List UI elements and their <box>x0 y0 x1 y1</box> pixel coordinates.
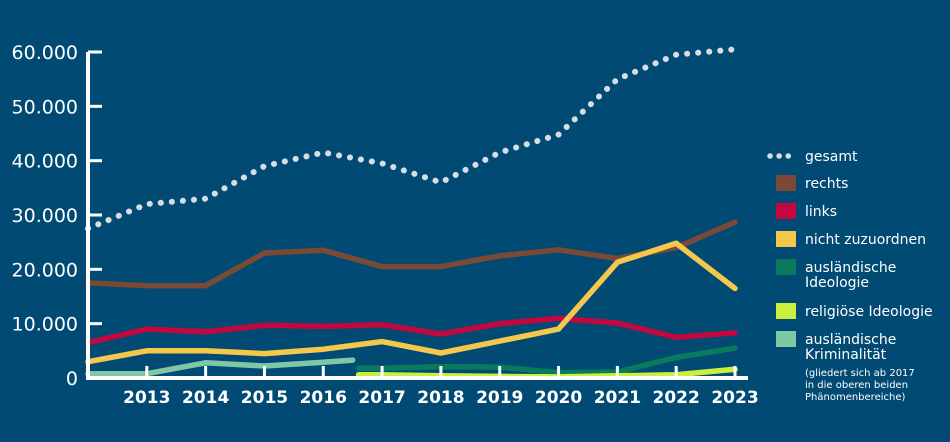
x-tick-label: 2013 <box>123 388 170 408</box>
legend-label: Ideologie <box>805 275 869 291</box>
y-tick-label: 20.000 <box>12 259 78 281</box>
x-tick-label: 2023 <box>711 388 758 408</box>
legend-swatch <box>776 231 796 247</box>
legend-label: ausländische <box>805 332 896 348</box>
legend-label: Kriminalität <box>805 347 887 363</box>
x-tick-label: 2018 <box>417 388 464 408</box>
series-line-auslaendische-kriminalitaet <box>85 357 356 377</box>
x-tick-label: 2022 <box>653 388 700 408</box>
axes: 0 10.000 20.000 30.000 40.000 50.000 60.000 201… <box>12 42 759 408</box>
x-tick-label: 2014 <box>182 388 229 408</box>
y-tick-label: 50.000 <box>12 96 78 118</box>
legend-note: (gliedert sich ab 2017 <box>805 368 915 379</box>
legend-item-gesamt: gesamt <box>767 149 858 165</box>
x-tick-label: 2021 <box>594 388 641 408</box>
series-line-gesamt <box>85 46 738 232</box>
legend-swatch <box>776 259 796 275</box>
legend-note: Phänomenbereiche) <box>805 392 905 403</box>
legend-item-links: links <box>776 203 837 220</box>
legend-item-rechts: rechts <box>776 175 848 192</box>
series-line-auslaendische-ideologie <box>355 345 738 376</box>
legend-label: nicht zuzuordnen <box>805 232 926 248</box>
legend: gesamt rechts links nicht zuzuordnen ausländ… <box>767 149 933 403</box>
legend-label: links <box>805 204 837 220</box>
x-tick-label: 2020 <box>535 388 582 408</box>
legend-label: rechts <box>805 176 848 192</box>
legend-label: religiöse Ideologie <box>805 304 933 320</box>
x-tick-label: 2017 <box>358 388 405 408</box>
y-tick-label: 40.000 <box>12 151 78 173</box>
series-line-links <box>85 315 738 346</box>
x-tick-label: 2015 <box>241 388 288 408</box>
y-tick-label: 30.000 <box>12 205 78 227</box>
legend-label: ausländische <box>805 260 896 276</box>
legend-item-nicht-zuzuordnen: nicht zuzuordnen <box>776 231 926 248</box>
legend-swatch <box>776 175 796 191</box>
y-tick-label: 10.000 <box>12 314 78 336</box>
y-tick-label: 60.000 <box>12 42 78 64</box>
legend-swatch <box>776 203 796 219</box>
x-tick-label: 2019 <box>476 388 523 408</box>
legend-swatch <box>776 331 796 347</box>
x-tick-label: 2016 <box>300 388 347 408</box>
legend-label: gesamt <box>805 149 858 165</box>
legend-item-religioese-ideologie: religiöse Ideologie <box>776 303 933 320</box>
series-lines <box>85 46 738 380</box>
legend-swatch <box>776 303 796 319</box>
y-tick-label: 0 <box>66 368 78 390</box>
legend-note: in die oberen beiden <box>805 380 908 391</box>
series-line-nicht-zuzuordnen <box>85 240 738 365</box>
